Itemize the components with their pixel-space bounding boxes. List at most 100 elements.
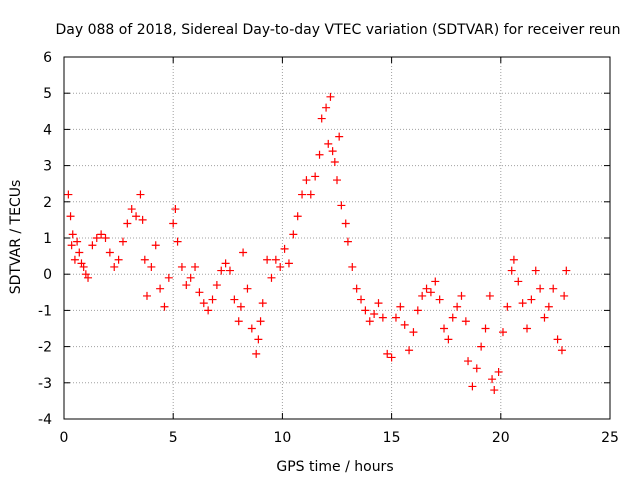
- data-point: [457, 291, 466, 300]
- data-point: [518, 299, 527, 308]
- x-tick-label: 0: [60, 430, 69, 446]
- data-point: [225, 266, 234, 275]
- y-tick-label: 2: [43, 195, 52, 211]
- data-point: [114, 255, 123, 264]
- y-tick-label: 1: [43, 231, 52, 247]
- data-point: [79, 262, 88, 271]
- data-point: [357, 295, 366, 304]
- data-point: [118, 237, 127, 246]
- data-point: [252, 349, 261, 358]
- data-point: [191, 262, 200, 271]
- data-point: [306, 190, 315, 199]
- data-point: [289, 230, 298, 239]
- data-point: [514, 277, 523, 286]
- data-point: [527, 295, 536, 304]
- data-point: [485, 291, 494, 300]
- data-point: [127, 205, 136, 214]
- y-axis-label: SDTVAR / TECUs: [8, 180, 24, 295]
- data-points: [64, 92, 571, 395]
- data-point: [302, 176, 311, 185]
- y-tick-label: 0: [43, 267, 52, 283]
- data-point: [75, 248, 84, 257]
- data-point: [326, 92, 335, 101]
- data-point: [217, 266, 226, 275]
- data-point: [221, 259, 230, 268]
- data-point: [365, 317, 374, 326]
- data-point: [123, 219, 132, 228]
- data-point: [298, 190, 307, 199]
- data-point: [132, 212, 141, 221]
- x-tick-label: 10: [273, 430, 291, 446]
- data-point: [204, 306, 213, 315]
- data-point: [293, 212, 302, 221]
- data-point: [544, 302, 553, 311]
- data-point: [391, 313, 400, 322]
- data-point: [236, 302, 245, 311]
- data-point: [247, 324, 256, 333]
- data-point: [105, 248, 114, 257]
- data-point: [182, 281, 191, 290]
- data-point: [361, 306, 370, 315]
- data-point: [324, 139, 333, 148]
- data-point: [156, 284, 165, 293]
- data-point: [343, 237, 352, 246]
- y-tick-label: 6: [43, 50, 52, 66]
- y-tick-label: 3: [43, 159, 52, 175]
- data-point: [409, 328, 418, 337]
- data-point: [413, 306, 422, 315]
- data-point: [173, 237, 182, 246]
- data-point: [477, 342, 486, 351]
- data-point: [440, 324, 449, 333]
- data-point: [333, 176, 341, 185]
- data-point: [317, 114, 326, 123]
- data-point: [435, 295, 444, 304]
- data-point: [328, 147, 337, 156]
- data-point: [171, 205, 180, 214]
- data-point: [276, 262, 285, 271]
- y-tick-label: -2: [38, 340, 52, 356]
- data-point: [256, 317, 265, 326]
- data-point: [503, 302, 512, 311]
- data-point: [73, 237, 82, 246]
- y-tick-label: -1: [38, 303, 52, 319]
- data-point: [140, 255, 149, 264]
- data-point: [254, 335, 263, 344]
- data-point: [212, 281, 221, 290]
- data-point: [136, 190, 145, 199]
- data-point: [267, 273, 276, 282]
- data-point: [151, 241, 160, 250]
- data-point: [322, 103, 331, 112]
- data-point: [335, 132, 344, 141]
- data-point: [396, 302, 405, 311]
- data-point: [84, 273, 93, 282]
- axis-ticks: 0 5 10 15 20 25 -4 -3 -2 -1 0 1 2 3 4 5 6: [38, 50, 619, 446]
- data-point: [243, 284, 252, 293]
- data-point: [418, 291, 427, 300]
- data-point: [448, 313, 457, 322]
- data-point: [523, 324, 532, 333]
- x-axis-label: GPS time / hours: [276, 459, 393, 475]
- y-tick-label: 4: [43, 122, 52, 138]
- data-point: [169, 219, 178, 228]
- x-tick-label: 20: [492, 430, 510, 446]
- data-point: [348, 262, 357, 271]
- data-point: [271, 255, 280, 264]
- data-point: [426, 288, 435, 297]
- data-point: [101, 234, 110, 242]
- data-point: [560, 291, 569, 300]
- data-point: [92, 234, 101, 242]
- data-point: [461, 317, 470, 326]
- data-point: [330, 157, 339, 166]
- data-point: [405, 346, 414, 355]
- data-point: [498, 328, 507, 337]
- data-point: [422, 284, 431, 293]
- data-point: [481, 324, 490, 333]
- data-point: [378, 313, 387, 322]
- chart-title: Day 088 of 2018, Sidereal Day-to-day VTE…: [55, 22, 620, 38]
- data-point: [494, 367, 503, 376]
- data-point: [557, 346, 566, 355]
- data-point: [311, 172, 320, 181]
- data-point: [160, 302, 169, 311]
- data-point: [195, 288, 204, 297]
